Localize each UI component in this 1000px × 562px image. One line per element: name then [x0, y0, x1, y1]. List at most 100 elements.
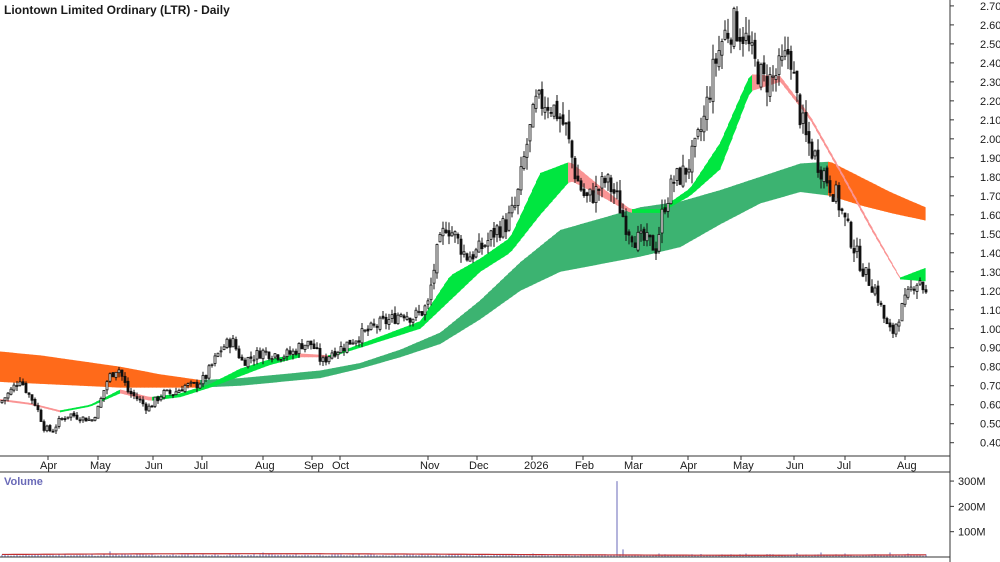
x-tick-label: Sep — [304, 460, 324, 472]
band-segment-long — [328, 368, 333, 377]
candle-up — [417, 311, 421, 313]
band-segment-long — [44, 355, 49, 385]
candle-up — [669, 178, 673, 205]
candle-up — [99, 397, 103, 408]
candle-down — [135, 396, 139, 400]
band-segment-long — [336, 366, 341, 375]
band-segment-short — [420, 315, 425, 329]
candle-down — [309, 340, 313, 346]
band-segment-long — [684, 199, 689, 245]
x-tick-label: May — [733, 460, 754, 472]
band-segment-long — [424, 337, 429, 350]
candle-up — [693, 137, 697, 147]
band-segment-long — [784, 167, 789, 197]
candle-up — [159, 396, 163, 401]
band-segment-long — [712, 191, 717, 229]
candle-down — [315, 347, 319, 350]
band-segment-long — [312, 370, 317, 379]
band-segment-long — [280, 373, 285, 382]
candle-down — [39, 409, 43, 422]
candle-up — [189, 381, 193, 384]
band-segment-long — [240, 377, 245, 386]
candle-up — [864, 267, 868, 275]
candle-up — [219, 350, 223, 353]
band-segment-long — [64, 358, 69, 386]
band-segment-long — [676, 201, 681, 249]
band-segment-long — [380, 354, 385, 363]
band-segment-short — [488, 250, 493, 267]
candle-down — [228, 339, 232, 348]
candle-up — [102, 390, 106, 399]
band-segment-short — [120, 389, 125, 395]
candle-up — [687, 168, 691, 173]
band-segment-short — [268, 358, 273, 366]
band-segment-short — [192, 388, 197, 394]
band-segment-long — [324, 369, 329, 378]
band-segment-long — [848, 170, 853, 203]
candle-down — [237, 348, 241, 359]
band-segment-long — [492, 285, 497, 311]
band-segment-long — [604, 216, 609, 264]
band-segment-long — [532, 249, 537, 286]
band-segment-long — [540, 242, 545, 282]
candle-up — [183, 384, 187, 393]
x-tick-label: Jun — [145, 460, 163, 472]
candle-up — [45, 425, 49, 432]
candle-up — [66, 416, 70, 419]
candle-up — [834, 184, 838, 202]
candle-down — [579, 180, 583, 191]
candle-down — [567, 121, 571, 140]
band-segment-long — [440, 329, 445, 344]
band-segment-long — [260, 375, 265, 384]
band-segment-long — [592, 219, 597, 266]
candle-up — [360, 328, 364, 344]
candle-down — [738, 36, 742, 42]
band-segment-short — [228, 372, 233, 381]
band-segment-long — [800, 163, 805, 193]
candle-down — [171, 394, 175, 397]
band-segment-short — [700, 166, 705, 187]
candle-down — [384, 316, 388, 325]
band-segment-long — [472, 303, 477, 325]
candle-up — [495, 225, 499, 236]
candle-down — [546, 106, 550, 111]
band-segment-short — [476, 258, 481, 276]
band-segment-long — [620, 211, 625, 261]
candle-up — [378, 317, 382, 330]
band-segment-long — [808, 162, 813, 194]
candle-up — [387, 319, 391, 325]
moving-average-bands — [0, 74, 926, 413]
band-segment-short — [188, 389, 193, 395]
band-segment-long — [912, 201, 917, 219]
candle-up — [291, 350, 295, 355]
band-segment-short — [888, 256, 893, 266]
candle-down — [249, 356, 253, 359]
candle-down — [633, 242, 637, 248]
y-tick-label: 2.40 — [980, 58, 1000, 70]
band-segment-long — [892, 192, 897, 215]
band-segment-long — [536, 246, 541, 284]
candle-up — [501, 218, 505, 238]
candle-up — [903, 294, 907, 305]
band-segment-short — [916, 269, 921, 281]
candle-up — [519, 166, 523, 191]
band-segment-long — [88, 362, 93, 387]
band-segment-long — [704, 193, 709, 234]
candle-up — [711, 58, 715, 103]
band-segment-short — [60, 409, 65, 413]
band-segment-long — [436, 332, 441, 346]
candle-up — [813, 150, 817, 157]
band-segment-short — [368, 339, 373, 346]
band-segment-short — [884, 249, 889, 259]
band-segment-short — [588, 176, 593, 192]
band-segment-short — [868, 220, 873, 232]
band-segment-long — [356, 362, 361, 370]
candle-up — [0, 400, 4, 404]
candle-down — [816, 149, 820, 173]
band-segment-long — [316, 370, 321, 379]
band-segment-short — [204, 384, 209, 390]
candle-down — [375, 325, 379, 328]
candle-up — [918, 280, 922, 285]
band-segment-short — [52, 408, 57, 412]
band-segment-long — [308, 371, 313, 380]
